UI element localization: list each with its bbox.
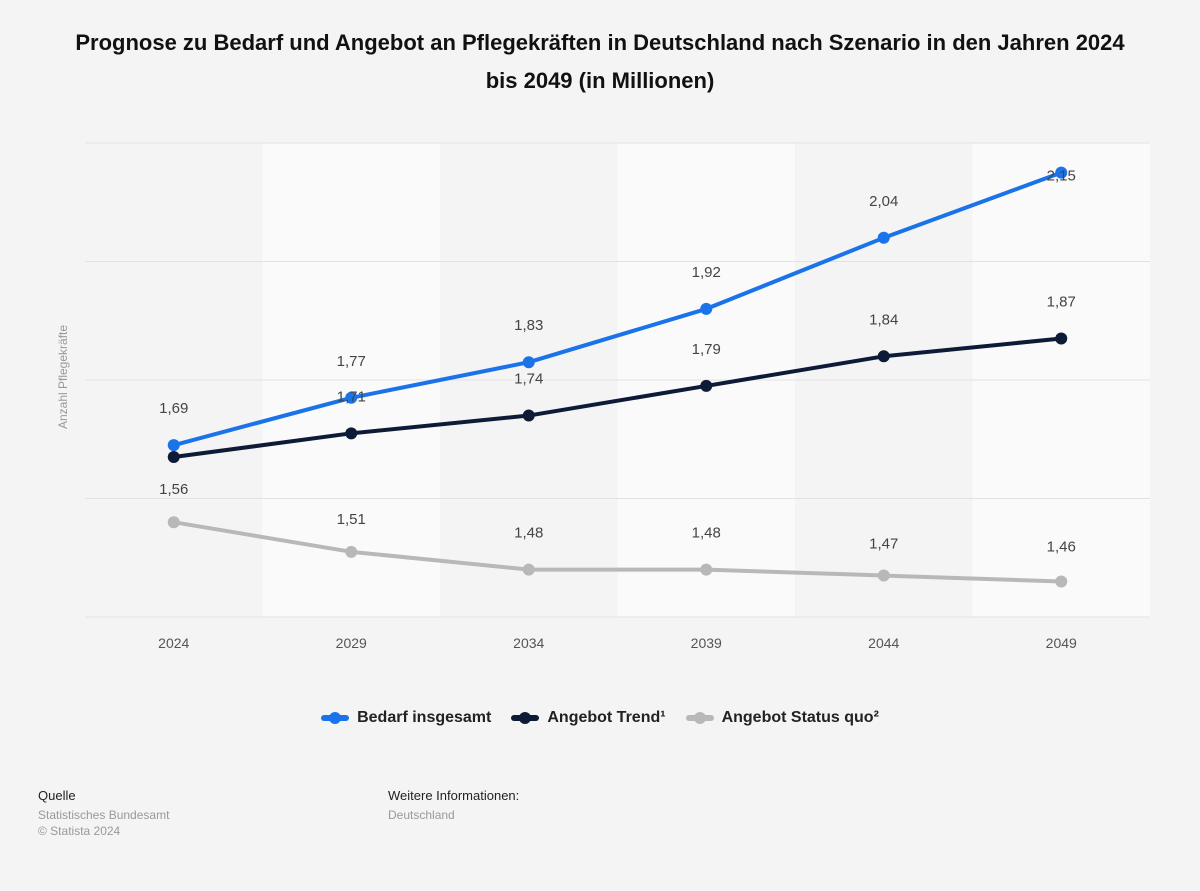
legend-item[interactable]: Angebot Status quo² bbox=[685, 708, 879, 728]
info-block: Weitere Informationen: Deutschland bbox=[388, 788, 519, 823]
chart-title: Prognose zu Bedarf und Angebot an Pflege… bbox=[75, 30, 1125, 93]
data-point[interactable] bbox=[345, 391, 358, 404]
data-label: 1,74 bbox=[514, 371, 543, 388]
x-tick-label: 2024 bbox=[158, 635, 189, 651]
legend-label: Bedarf insgesamt bbox=[357, 709, 492, 726]
data-point[interactable] bbox=[522, 563, 535, 576]
info-heading: Weitere Informationen: bbox=[388, 788, 520, 803]
data-label: 1,48 bbox=[514, 525, 543, 542]
legend-item[interactable]: Angebot Trend¹ bbox=[511, 708, 666, 728]
data-label: 1,69 bbox=[159, 400, 188, 417]
data-label: 1,84 bbox=[869, 311, 898, 328]
series-line bbox=[171, 170, 1064, 448]
data-point[interactable] bbox=[1055, 166, 1068, 179]
data-point[interactable] bbox=[345, 545, 358, 558]
data-point[interactable] bbox=[345, 427, 358, 440]
data-point[interactable] bbox=[1055, 575, 1068, 588]
data-point[interactable] bbox=[522, 356, 535, 369]
data-label: 1,87 bbox=[1047, 294, 1076, 311]
data-label: 1,51 bbox=[337, 511, 366, 528]
data-label: 1,92 bbox=[692, 264, 721, 281]
y-axis-label-group: Anzahl Pflegekräfte bbox=[56, 325, 70, 429]
x-tick-label: 2049 bbox=[1046, 635, 1077, 651]
data-label: 1,83 bbox=[514, 317, 543, 334]
data-point[interactable] bbox=[877, 350, 890, 363]
legend-swatch bbox=[511, 708, 540, 728]
copyright-line[interactable]: © Statista 2024 bbox=[38, 824, 121, 838]
data-label: 1,79 bbox=[692, 341, 721, 358]
x-tick-label: 2029 bbox=[336, 635, 367, 651]
data-point[interactable] bbox=[167, 451, 180, 464]
data-label: 1,77 bbox=[337, 353, 366, 370]
legend-label: Angebot Status quo² bbox=[721, 709, 879, 726]
legend-label: Angebot Trend¹ bbox=[547, 709, 666, 726]
x-tick-label: 2044 bbox=[868, 635, 899, 651]
data-point[interactable] bbox=[700, 563, 713, 576]
data-point[interactable] bbox=[167, 516, 180, 529]
data-point[interactable] bbox=[700, 302, 713, 315]
data-point[interactable] bbox=[522, 409, 535, 422]
legend: Bedarf insgesamt Angebot Trend¹ Angebot St… bbox=[0, 708, 1200, 728]
y-axis-label: Anzahl Pflegekräfte bbox=[56, 325, 70, 429]
data-label: 1,47 bbox=[869, 536, 898, 553]
info-line: Deutschland bbox=[388, 808, 455, 822]
data-label: 2,15 bbox=[1047, 168, 1076, 185]
grid-lines bbox=[85, 142, 1150, 618]
legend-swatch bbox=[685, 708, 714, 728]
data-label: 1,46 bbox=[1047, 538, 1076, 555]
x-tick-label: 2034 bbox=[513, 635, 544, 651]
data-label: 1,71 bbox=[337, 388, 366, 405]
data-point[interactable] bbox=[877, 569, 890, 582]
data-label: 1,56 bbox=[159, 481, 188, 498]
x-tick-label: 2039 bbox=[691, 635, 722, 651]
series-group bbox=[167, 166, 1068, 588]
data-point[interactable] bbox=[700, 379, 713, 392]
data-point[interactable] bbox=[877, 231, 890, 244]
data-label: 1,48 bbox=[692, 525, 721, 542]
legend-item[interactable]: Bedarf insgesamt bbox=[321, 708, 491, 728]
data-point[interactable] bbox=[1055, 332, 1068, 345]
data-label: 2,04 bbox=[869, 193, 898, 210]
series-line bbox=[171, 336, 1064, 460]
source-heading: Quelle bbox=[38, 788, 76, 803]
legend-swatch bbox=[321, 708, 350, 728]
x-axis-ticks: 2024 2029 2034 2039 2044 2049 bbox=[158, 635, 1077, 651]
source-block: Quelle Statistisches Bundesamt © Statist… bbox=[38, 788, 169, 839]
series-line bbox=[171, 520, 1064, 584]
data-labels: 1,69 1,77 1,83 1,92 2,04 2,15 1,71 1,74 1,79 1,84… bbox=[159, 168, 1076, 556]
data-point[interactable] bbox=[167, 439, 180, 452]
source-line: Statistisches Bundesamt bbox=[38, 808, 170, 822]
